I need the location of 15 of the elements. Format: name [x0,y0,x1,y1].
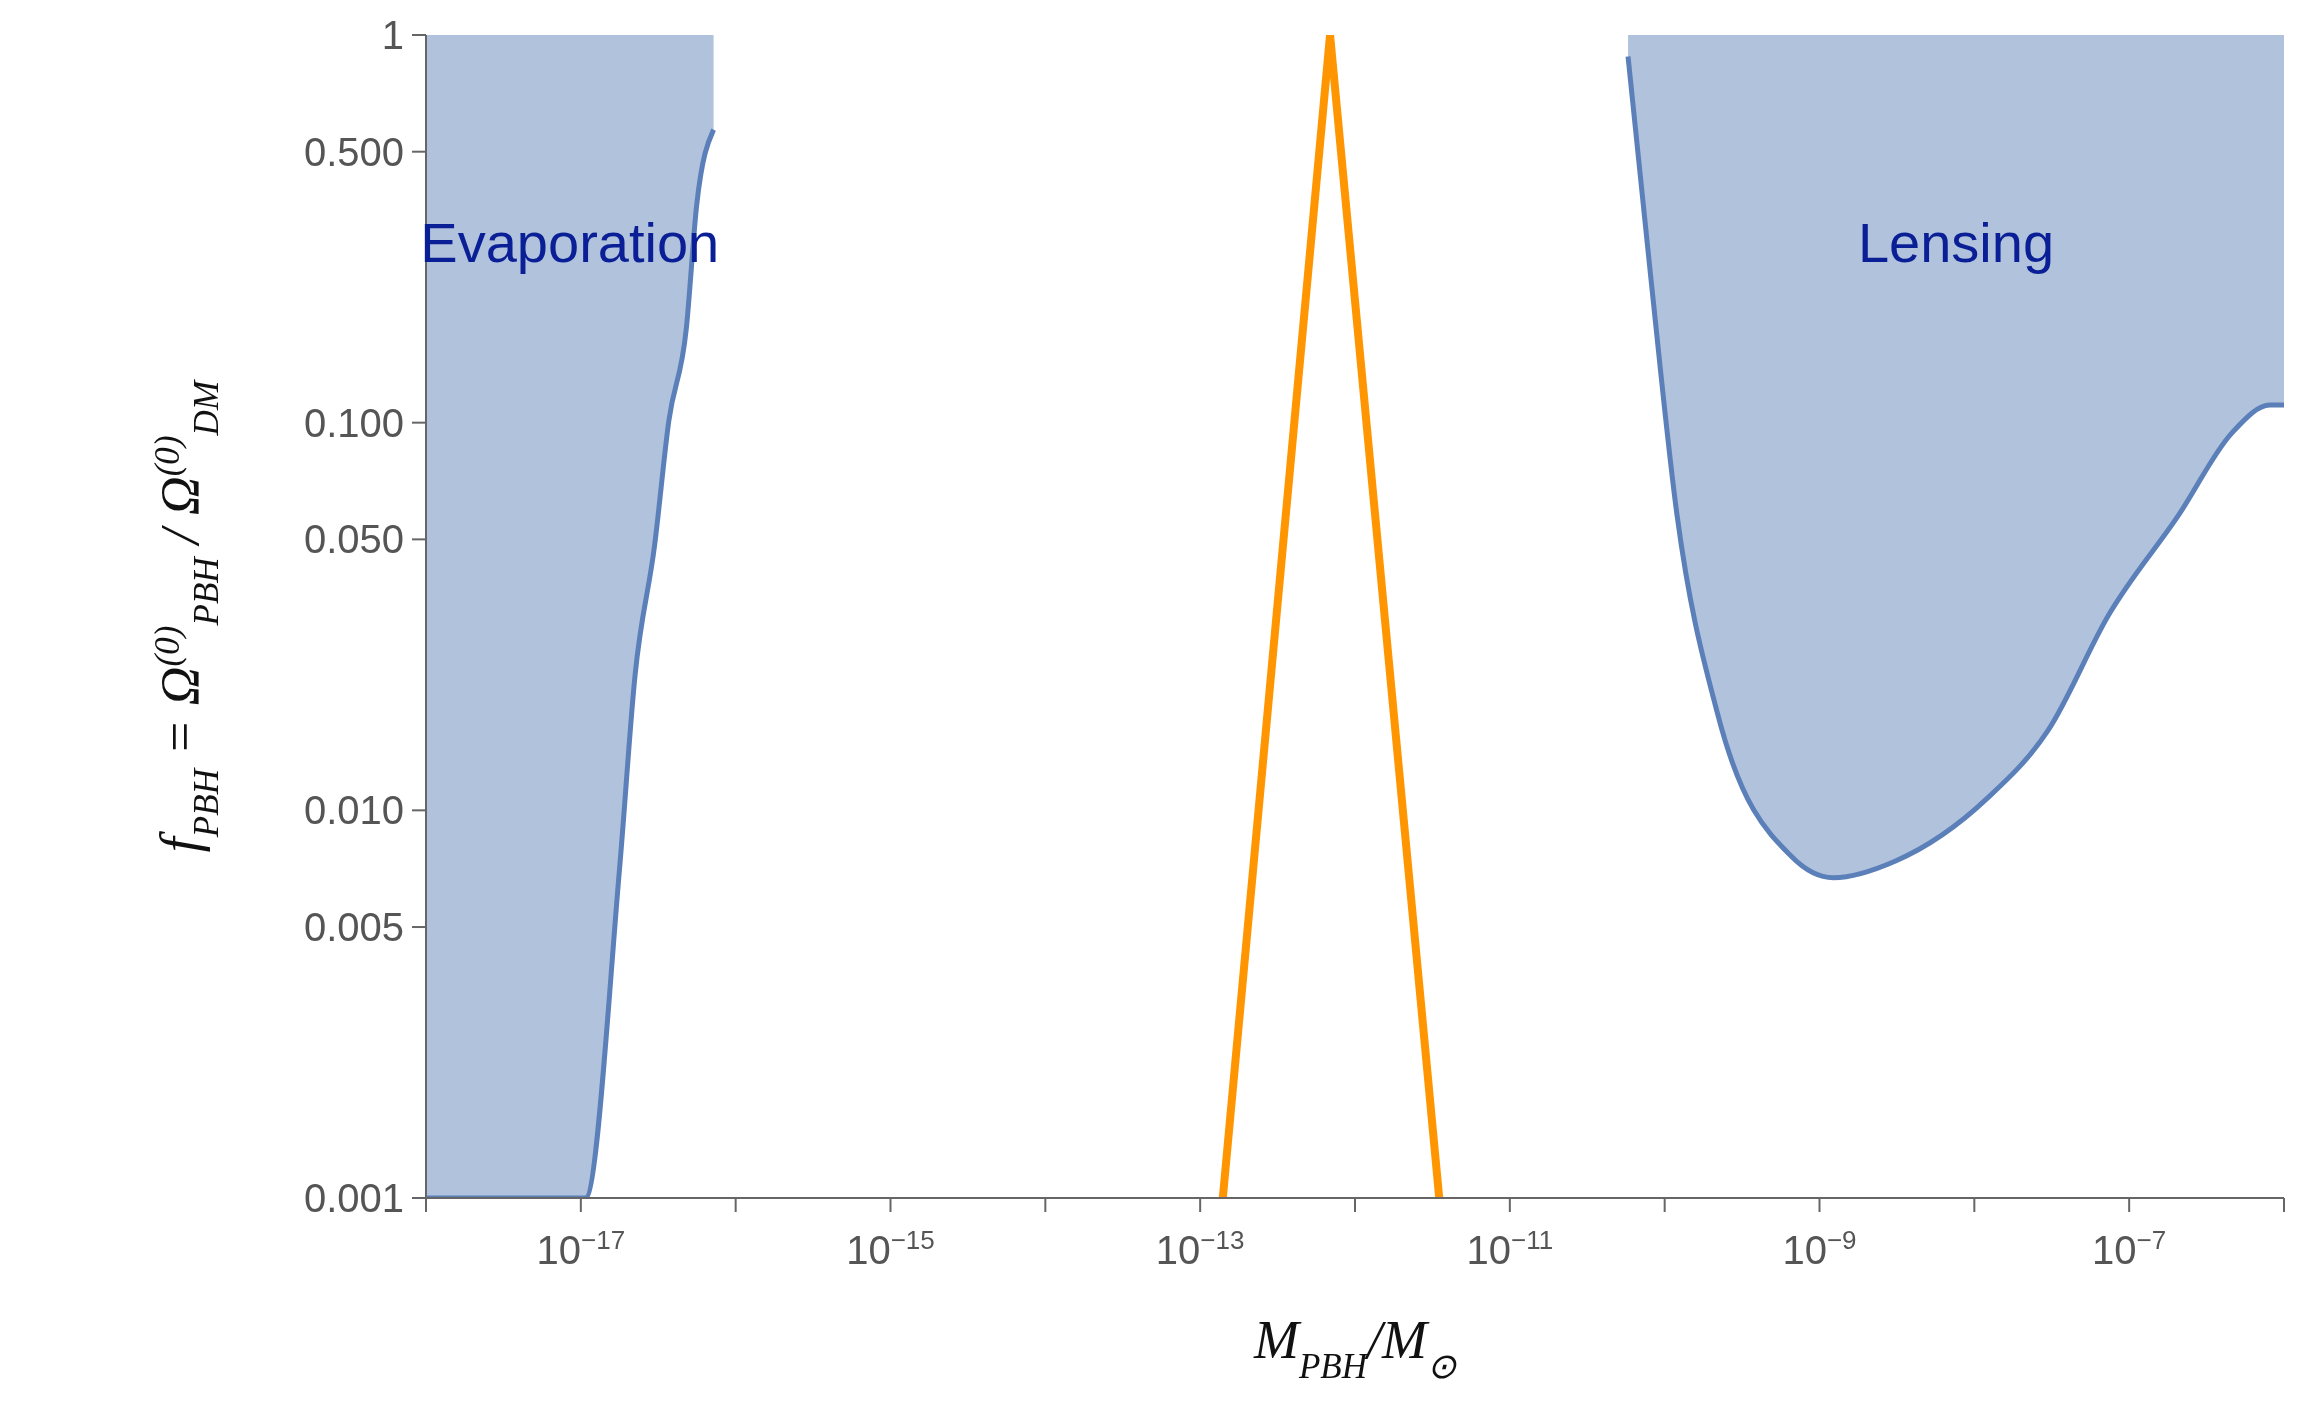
y-tick-label: 0.005 [303,905,404,950]
x-tick-label: 10$^{−15}$ [846,1225,935,1272]
y-tick-label: 0.010 [303,788,404,833]
y-tick-label: 1 [381,13,404,57]
x-axis-title: M$_{PBH}$/M$_{⊙}$ [1252,1310,1458,1386]
x-tick-label: 10$^{−17}$ [536,1225,626,1272]
x-tick-label: 10$^{−11}$ [1466,1225,1554,1272]
x-tick-label: 10$^{−9}$ [1782,1225,1857,1272]
y-tick-label: 0.100 [303,400,404,445]
y-tick-label: 0.500 [303,129,404,174]
annotation: Lensing [1857,211,2055,275]
y-tick-label: 0.050 [303,517,404,562]
y-tick-label: 0.001 [303,1176,404,1220]
x-tick-label: 10$^{−13}$ [1155,1225,1245,1272]
x-tick-label: 10$^{−7}$ [2092,1225,2167,1272]
